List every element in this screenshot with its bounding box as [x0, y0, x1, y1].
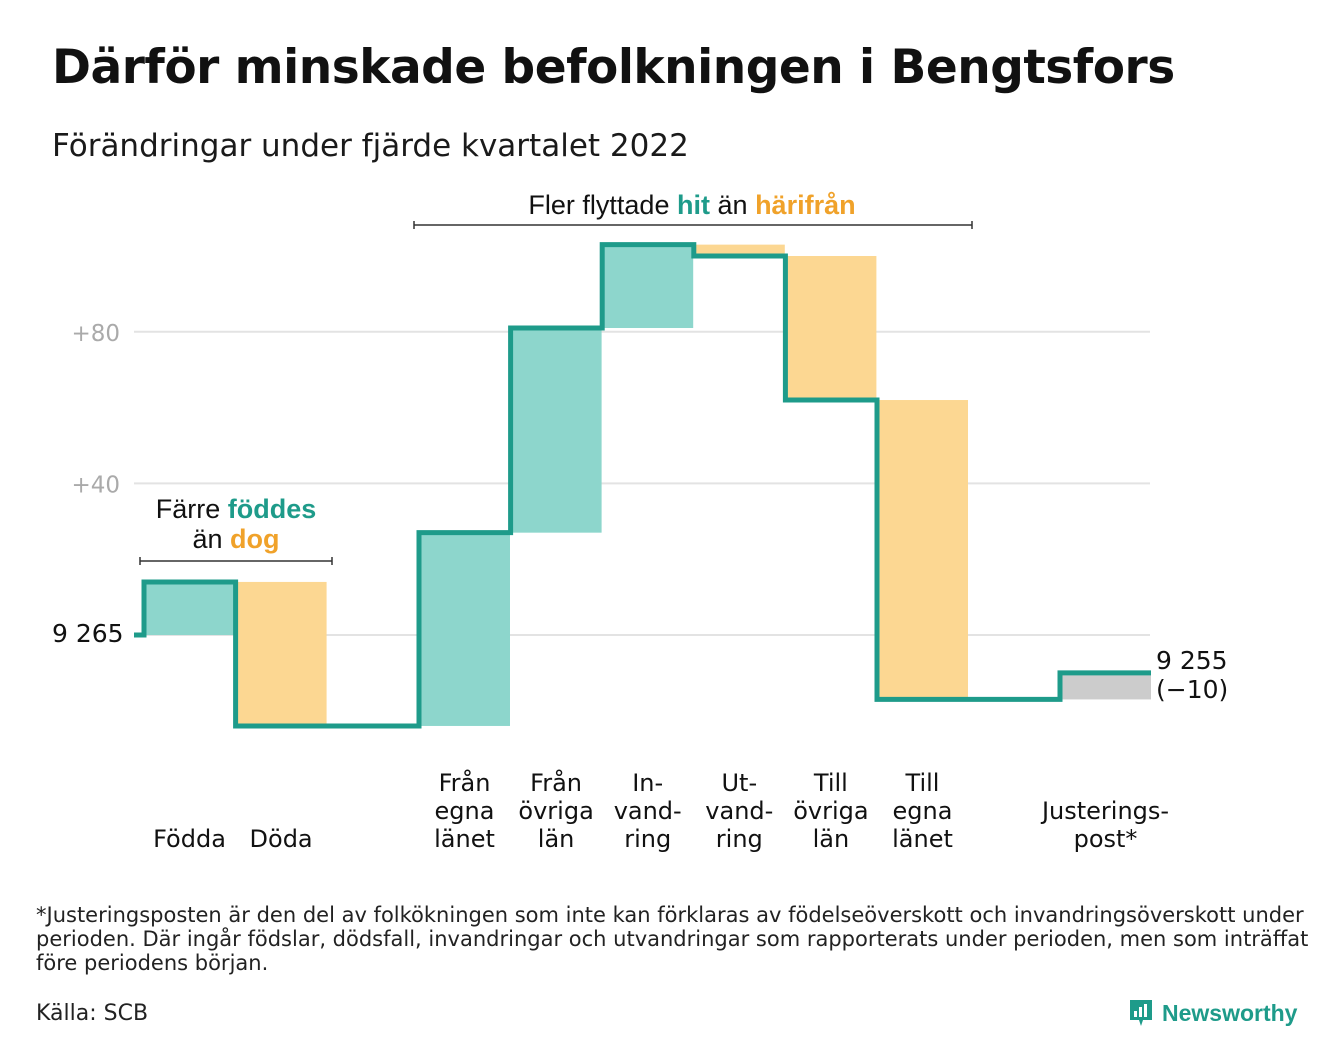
- category-label-till_ovriga: län: [813, 825, 850, 853]
- chart-title: Därför minskade befolkningen i Bengtsfor…: [52, 40, 1175, 95]
- annotation-migration-middle: än: [718, 190, 748, 220]
- category-label-utvandring: vand-: [705, 797, 773, 825]
- category-label-till_egna: länet: [892, 825, 953, 853]
- category-label-invandring: vand-: [614, 797, 682, 825]
- y-tick-label: +40: [71, 472, 120, 498]
- category-label-utvandring: Ut-: [721, 769, 757, 797]
- annotation-births: Färre föddes: [156, 494, 317, 524]
- annotation-deaths-prefix: än: [192, 524, 222, 554]
- category-label-invandring: ring: [624, 825, 671, 853]
- cumulative-step-line: [134, 242, 1151, 729]
- category-label-justering: Justerings-: [1040, 797, 1169, 825]
- y-tick-label: +80: [71, 321, 120, 347]
- chart-subtitle: Förändringar under fjärde kvartalet 2022: [52, 128, 689, 164]
- annotation-deaths-out: dog: [230, 524, 279, 554]
- category-label-doda: Döda: [250, 825, 313, 853]
- category-label-till_egna: Till: [905, 769, 940, 797]
- newsworthy-logo-icon: [1130, 1000, 1152, 1026]
- category-label-utvandring: ring: [716, 825, 763, 853]
- category-label-fran_ovriga: län: [538, 825, 575, 853]
- bar-doda: [235, 581, 327, 726]
- bar-justering: [1060, 672, 1151, 700]
- bar-utvandring: [693, 244, 785, 256]
- annotation-migration-out: härifrån: [755, 190, 856, 220]
- annotation-deaths: än dog: [192, 524, 279, 554]
- category-label-till_ovriga: övriga: [793, 797, 868, 825]
- category-label-fran_ovriga: Från: [530, 768, 582, 797]
- category-label-fran_ovriga: övriga: [518, 797, 593, 825]
- category-label-fran_egna: egna: [435, 797, 495, 825]
- category-label-fran_egna: länet: [434, 825, 495, 853]
- annotation-migration-in: hit: [677, 190, 710, 220]
- annotation-births-prefix: Färre: [156, 494, 221, 524]
- annotation-migration: Fler flyttade hit än härifrån: [528, 190, 855, 220]
- category-label-invandring: In-: [632, 769, 663, 797]
- brand-name: Newsworthy: [1162, 999, 1298, 1026]
- bar-invandring: [602, 244, 694, 329]
- bracket-births: [139, 557, 333, 565]
- category-label-fran_egna: Från: [439, 768, 491, 797]
- bar-till_ovriga: [785, 256, 877, 401]
- annotation-migration-prefix: Fler flyttade: [528, 190, 669, 220]
- bar-till_egna: [877, 400, 968, 700]
- waterfall-chart: +40+80 Födda DödaFrånegnalänetFrånövrigal…: [52, 190, 1228, 853]
- brand-logo: Newsworthy: [1128, 996, 1297, 1030]
- bar-fran_ovriga: [510, 328, 602, 533]
- bar-fodda: [144, 581, 235, 635]
- category-label-fodda: Födda: [153, 825, 226, 853]
- bracket-migration: [413, 221, 973, 229]
- category-label-till_egna: egna: [893, 797, 953, 825]
- annotation-births-in: föddes: [228, 494, 317, 524]
- start-value-label: 9 265: [52, 619, 124, 648]
- category-label-till_ovriga: Till: [813, 769, 848, 797]
- category-label-justering: post*: [1074, 825, 1138, 853]
- end-change-label: (−10): [1156, 675, 1228, 704]
- source-label: Källa: SCB: [36, 1001, 149, 1026]
- end-value-label: 9 255: [1156, 646, 1228, 675]
- bar-fran_egna: [419, 532, 510, 726]
- footnote: *Justeringsposten är den del av folkökni…: [36, 903, 1309, 975]
